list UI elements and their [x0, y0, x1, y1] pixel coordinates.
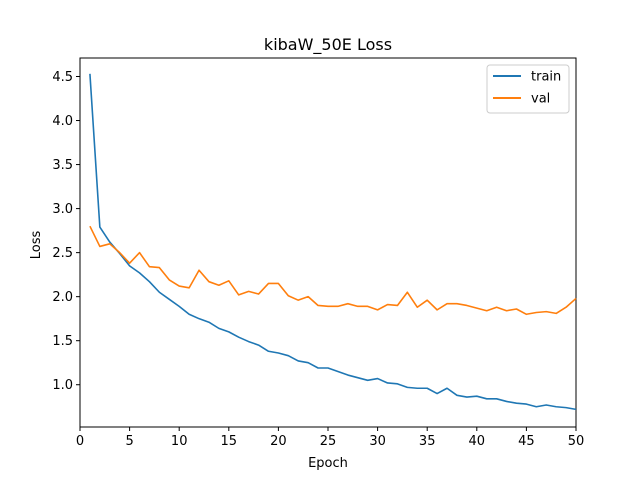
chart-title: kibaW_50E Loss — [264, 35, 392, 55]
x-tick-label: 35 — [419, 434, 436, 449]
y-axis-label: Loss — [29, 231, 44, 260]
y-tick-label: 2.5 — [52, 246, 73, 261]
x-tick-label: 10 — [171, 434, 188, 449]
legend-label-val: val — [531, 92, 550, 107]
y-tick-label: 3.0 — [52, 202, 73, 217]
y-tick-label: 1.0 — [52, 378, 73, 393]
legend-label-train: train — [531, 70, 561, 85]
y-tick-label: 4.5 — [52, 70, 73, 85]
x-tick-label: 25 — [320, 434, 337, 449]
x-tick-label: 40 — [469, 434, 486, 449]
y-tick-label: 2.0 — [52, 290, 73, 305]
x-axis-label: Epoch — [308, 456, 348, 471]
x-tick-label: 5 — [125, 434, 133, 449]
series-line-train — [89, 73, 577, 411]
x-tick-label: 50 — [568, 434, 585, 449]
y-tick-label: 1.5 — [52, 334, 73, 349]
x-tick-label: 15 — [221, 434, 238, 449]
x-tick-label: 20 — [270, 434, 287, 449]
series-line-val — [89, 225, 577, 316]
x-tick-label: 0 — [76, 434, 84, 449]
x-tick-label: 45 — [518, 434, 535, 449]
y-tick-label: 4.0 — [52, 114, 73, 129]
y-tick-label: 3.5 — [52, 158, 73, 173]
legend: train val — [486, 64, 570, 114]
x-tick-label: 30 — [369, 434, 386, 449]
